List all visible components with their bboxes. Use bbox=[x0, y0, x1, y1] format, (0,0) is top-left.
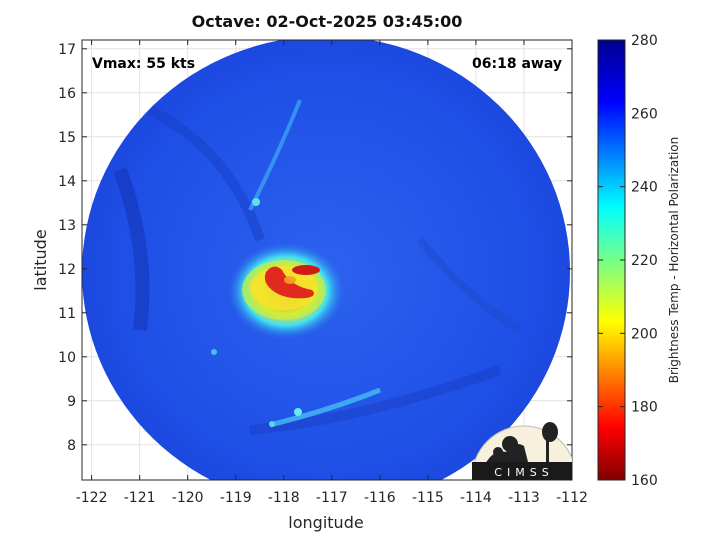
x-tick-label: -121 bbox=[124, 490, 156, 506]
colorbar-label: Brightness Temp - Horizontal Polarizatio… bbox=[667, 137, 681, 384]
cimss-logo: CIMSS bbox=[472, 422, 572, 480]
x-tick-label: -118 bbox=[268, 490, 300, 506]
colorbar-tick-label: 280 bbox=[631, 33, 658, 49]
colorbar-tick-label: 220 bbox=[631, 253, 658, 269]
y-axis-label: latitude bbox=[31, 229, 50, 290]
x-axis-label: longitude bbox=[288, 513, 363, 532]
x-tick-label: -115 bbox=[412, 490, 444, 506]
y-tick-label: 14 bbox=[58, 174, 76, 190]
colorbar-tick-label: 180 bbox=[631, 400, 658, 416]
spiral-band-north bbox=[248, 99, 302, 211]
y-tick-label: 8 bbox=[67, 438, 76, 454]
time-away-label: 06:18 away bbox=[472, 56, 562, 72]
x-tick-label: -117 bbox=[316, 490, 348, 506]
y-tick-label: 13 bbox=[58, 218, 76, 234]
dark-band-south bbox=[249, 365, 502, 435]
dark-band-west bbox=[113, 167, 150, 331]
swath-image bbox=[82, 40, 570, 480]
colorbar-tick-label: 260 bbox=[631, 106, 658, 122]
x-tick-label: -112 bbox=[556, 490, 588, 506]
x-tick-label: -119 bbox=[220, 490, 252, 506]
x-tick-label: -116 bbox=[364, 490, 396, 506]
colorbar-tick-label: 160 bbox=[631, 473, 658, 489]
convective-spot bbox=[211, 349, 217, 355]
dark-band-east bbox=[416, 237, 523, 334]
figure-title: Octave: 02-Oct-2025 03:45:00 bbox=[191, 12, 463, 31]
y-tick-label: 17 bbox=[58, 42, 76, 58]
x-tick-label: -114 bbox=[460, 490, 492, 506]
vmax-label: Vmax: 55 kts bbox=[92, 56, 195, 72]
y-tick-label: 15 bbox=[58, 130, 76, 146]
spiral-band-south bbox=[269, 387, 381, 428]
y-tick-label: 10 bbox=[58, 350, 76, 366]
colorbar-ticks: 280 260 240 220 200 180 160 bbox=[598, 33, 658, 489]
x-tick-label: -113 bbox=[508, 490, 540, 506]
y-tick-label: 12 bbox=[58, 262, 76, 278]
eye-warm-spot bbox=[284, 276, 296, 284]
colorbar-tick-label: 240 bbox=[631, 180, 658, 196]
x-axis-ticks: -122 -121 -120 -119 -118 -117 -116 -115 -114 -113… bbox=[76, 40, 588, 506]
x-tick-label: -122 bbox=[76, 490, 108, 506]
y-tick-label: 11 bbox=[58, 306, 76, 322]
dark-band-north bbox=[147, 105, 265, 242]
y-axis-ticks: 8 9 10 11 12 13 14 15 16 17 bbox=[58, 42, 572, 454]
cimss-logo-text: CIMSS bbox=[494, 466, 553, 479]
axes-frame bbox=[81, 39, 573, 481]
y-tick-label: 16 bbox=[58, 86, 76, 102]
eyewall-core-ne bbox=[292, 265, 320, 275]
convective-spot bbox=[294, 408, 302, 416]
convective-spot bbox=[252, 198, 260, 206]
colorbar-tick-label: 200 bbox=[631, 326, 658, 342]
y-tick-label: 9 bbox=[67, 394, 76, 410]
convective-spot bbox=[269, 421, 275, 427]
x-tick-label: -120 bbox=[172, 490, 204, 506]
